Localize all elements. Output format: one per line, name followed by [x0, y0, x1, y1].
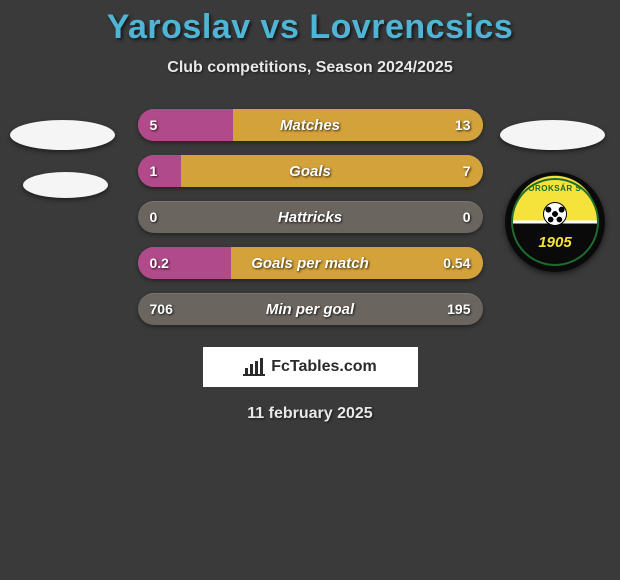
left-player-logos: [10, 120, 120, 198]
badge-year: 1905: [538, 234, 571, 251]
attribution-text: FcTables.com: [271, 358, 377, 376]
date-text: 11 february 2025: [0, 405, 620, 423]
stat-bar: 706195Min per goal: [138, 293, 483, 325]
stat-bar: 17Goals: [138, 155, 483, 187]
stat-label: Goals: [138, 155, 483, 187]
stat-bar: 00Hattricks: [138, 201, 483, 233]
stat-label: Min per goal: [138, 293, 483, 325]
attribution-box: FcTables.com: [203, 347, 418, 387]
stat-label: Goals per match: [138, 247, 483, 279]
badge-inner: SOROKSÁR SC 1905: [511, 178, 599, 266]
stat-bar: 513Matches: [138, 109, 483, 141]
stat-label: Matches: [138, 109, 483, 141]
badge-club-name: SOROKSÁR SC: [522, 184, 587, 193]
stat-label: Hattricks: [138, 201, 483, 233]
stat-bar: 0.20.54Goals per match: [138, 247, 483, 279]
right-player-logos: SOROKSÁR SC 1905: [500, 120, 610, 272]
right-club-badge: SOROKSÁR SC 1905: [505, 172, 605, 272]
left-club-logo-1: [10, 120, 115, 150]
football-icon: [543, 202, 567, 226]
right-club-logo-1: [500, 120, 605, 150]
comparison-bars: 513Matches 17Goals 00Hattricks 0.20.54Goals…: [138, 109, 483, 325]
subtitle: Club competitions, Season 2024/2025: [0, 59, 620, 77]
chart-icon: [243, 358, 265, 376]
page-title: Yaroslav vs Lovrencsics: [0, 0, 620, 47]
left-club-logo-2: [23, 172, 108, 198]
